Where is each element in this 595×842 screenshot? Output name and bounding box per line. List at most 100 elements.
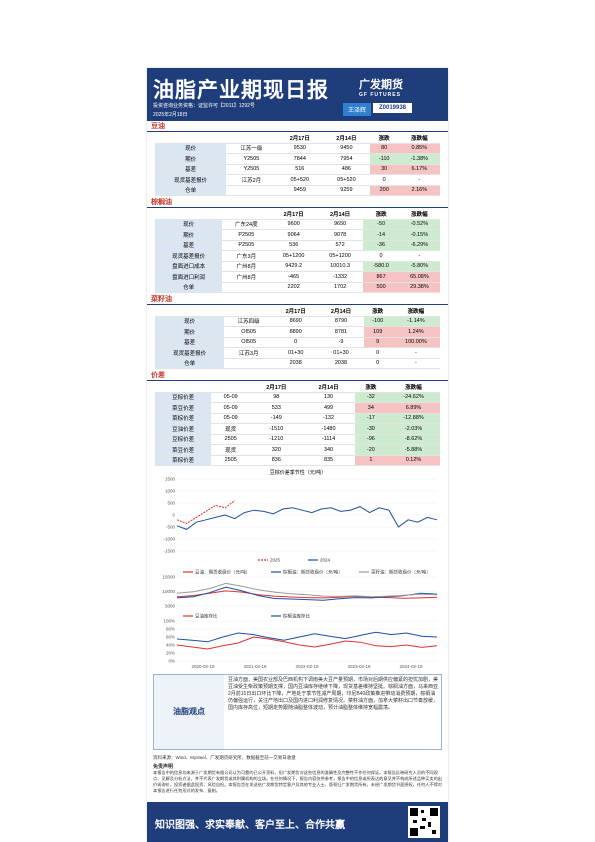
row: 盘面进口利润 广州8月 -465 -1332 867 65.08% [155, 271, 440, 283]
cell: 豆棕价差 [155, 392, 212, 403]
cell: -24.62% [387, 392, 440, 403]
cell: 江苏一级 [226, 143, 277, 154]
cell: 期价 [155, 229, 223, 241]
cell: 05-09 [211, 413, 251, 424]
y-tick-label: 15000 [162, 575, 175, 580]
section-title: 菜籽油 [147, 294, 448, 305]
cell: 1 [354, 455, 388, 466]
cell: 0.12% [387, 455, 440, 466]
header-cell: 涨跌幅 [387, 382, 440, 393]
cell: 6.89% [387, 402, 440, 414]
cell: 9078 [316, 229, 364, 241]
cell: 菜豆价差 [155, 444, 212, 456]
cell: 572 [316, 240, 364, 251]
cell: P2505 [222, 229, 271, 241]
cell: -1.14% [391, 316, 440, 327]
series-line [176, 506, 437, 530]
y-tick-label: 80% [165, 627, 174, 632]
cell: 05+1200 [316, 250, 364, 262]
cell: 盘面进口成本 [155, 261, 223, 272]
row: 现货基差报价 江苏3月 01+30 01+30 0- [155, 347, 440, 359]
cell: -1510 [250, 423, 303, 435]
legend-label: 豆油：期货收盘价（元/吨） [195, 569, 250, 576]
cell: 9 [363, 337, 392, 348]
cell: 菜棕价差 [155, 455, 212, 466]
legend-label: 棕榈油库存比 [283, 613, 310, 620]
cell: 9064 [270, 229, 317, 241]
row: 现价 江苏四级 8690 8790 -100 -1.14% [155, 316, 440, 327]
opinion: 油脂观点 豆油方面，美国农业部及巴西机构下调南美大豆产量预期，市场对后期供应偏紧… [153, 674, 442, 750]
cell: 05-09 [211, 402, 251, 414]
cell: 8790 [318, 316, 364, 327]
y-tick-label: 0 [172, 513, 175, 518]
cell: -110 [369, 153, 399, 165]
header-cell: 涨跌幅 [398, 133, 440, 144]
data-table: 2月17日 2月14日 涨跌 涨跌幅 豆棕价差 05-09 98 130 -32 -24.62% 菜… [155, 382, 440, 466]
cell: 广东24度 [222, 219, 271, 230]
cell: 盘面进口利润 [155, 271, 223, 283]
legend-label: 豆油库存比 [195, 613, 218, 620]
cell: - [398, 174, 440, 186]
cell: 65.08% [398, 271, 440, 283]
opinion-text: 豆油方面，美国农业部及巴西机构下调南美大豆产量预期，市场对后期供应偏紧的担忧加剧… [228, 677, 439, 711]
header: 油脂产业期现日报 广发期货 GF FUTURES 投资咨询业务资格：证监许可【20… [147, 68, 448, 121]
cell: -17 [354, 413, 388, 424]
cell: -96 [354, 434, 388, 445]
cell: 2505 [211, 455, 251, 466]
header-cell: 涨跌 [354, 382, 388, 393]
row: 期价 P2505 9064 9078 -14 -0.15% [155, 229, 440, 241]
cell: 期价 [155, 326, 225, 338]
cell: 130 [302, 392, 355, 403]
cell: 江苏2月 [226, 174, 277, 186]
source: 资料来源：Wind、Mysteel、广发期货研究所，数据截至前一交易日收盘 [153, 755, 296, 760]
cell: 2505 [211, 434, 251, 445]
cell: OI505 [224, 326, 274, 338]
cell: 基差 [155, 240, 223, 251]
cell: -9 [318, 337, 364, 348]
row: 现价 广东24度 9600 9650 -50 -0.52% [155, 219, 440, 230]
cell [224, 358, 274, 369]
y-tick-label: 500 [167, 501, 175, 506]
row: 期价 OI505 8890 8781 109 1.24% [155, 326, 440, 338]
cell: 05+1200 [270, 250, 317, 262]
header-cell: 2月17日 [250, 382, 303, 393]
cell: - [391, 358, 440, 369]
cell: 8781 [318, 326, 364, 338]
row: 盘面进口成本 广州8月 9429.2 10010.3 -580.0 -5.80% [155, 261, 440, 272]
cell: 2202 [270, 282, 317, 293]
section-title: 棕榈油 [147, 197, 448, 208]
qr-code [408, 806, 440, 838]
header-cell: 涨跌 [369, 133, 399, 144]
cell: P2505 [222, 240, 271, 251]
cell: 9429.2 [270, 261, 317, 272]
y-tick-label: 0% [168, 659, 175, 664]
x-tick-label: 2024-02-18 [399, 664, 423, 669]
cell: -5.88% [387, 444, 440, 456]
cell: 835 [302, 455, 355, 466]
y-tick-label: 100% [163, 619, 175, 624]
series-line [176, 631, 437, 643]
row: 仓单 9459 9259 200 2.16% [155, 185, 440, 196]
cell: 0.85% [398, 143, 440, 154]
cell: 仓单 [155, 358, 225, 369]
cell: 34 [354, 402, 388, 414]
legend-label: 2025 [270, 558, 281, 563]
row: 菜豆价差 现货 320 340 -20 -5.88% [155, 444, 440, 456]
cell: 7954 [323, 153, 370, 165]
charts: 豆棕价差季节性（元/吨） -1500 -1000 -500 0 500 1000 1500 20… [147, 467, 448, 671]
cell: -30 [354, 423, 388, 435]
cell: 05-09 [211, 392, 251, 403]
line-chart: 0% 20% 40% 60% 80% 100% 2020-02-18 2021-02-18 20… [163, 613, 437, 669]
y-tick-label: 1500 [164, 477, 175, 482]
row: 菜棕价差 2505 836 835 1 0.12% [155, 455, 440, 466]
cell: -14 [363, 229, 399, 241]
row: 仓单 2038 2038 0- [155, 358, 440, 369]
header-row: 2月17日 2月14日 涨跌 涨跌幅 [155, 133, 440, 144]
cell: OI505 [224, 337, 274, 348]
cell: 菜豆价差 [155, 402, 212, 414]
disclaimer-text: 本报告中的信息均来源于广发期货有限公司认为可靠的已公开资料，但广发期货对这些信息… [153, 770, 442, 793]
cell: -0.52% [398, 219, 440, 230]
cell: 836 [250, 455, 303, 466]
y-tick-label: 60% [165, 635, 174, 640]
cell: 0 [369, 174, 399, 186]
